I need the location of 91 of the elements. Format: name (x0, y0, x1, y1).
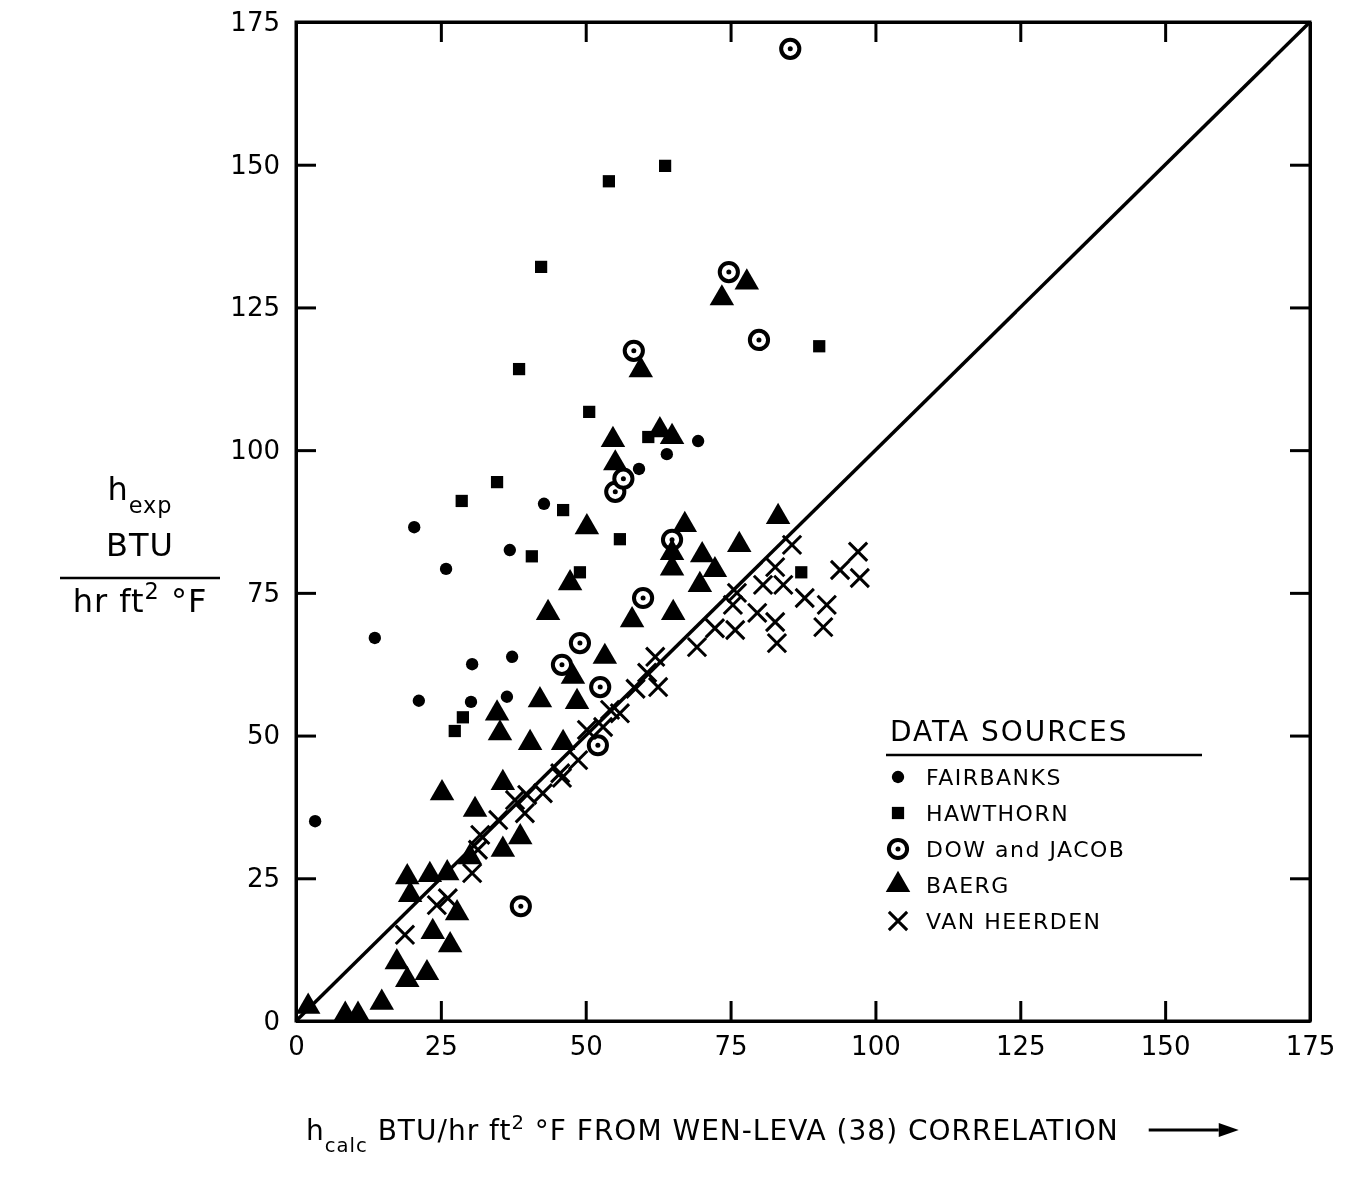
point (622, 339, 645, 362)
point (829, 559, 851, 581)
point (812, 616, 834, 638)
point (469, 824, 491, 846)
x-tick-label: 0 (288, 1031, 305, 1062)
point (847, 541, 869, 563)
point (722, 594, 744, 616)
point (644, 646, 666, 668)
x-tick-label: 100 (851, 1031, 901, 1062)
y-tick-label: 75 (246, 577, 280, 608)
point (525, 550, 538, 563)
point (568, 632, 592, 655)
point (636, 662, 658, 684)
y-tick-label: 25 (246, 863, 280, 894)
point (465, 658, 479, 671)
point (550, 653, 574, 676)
point (717, 260, 740, 284)
point (849, 567, 871, 589)
point (500, 690, 514, 703)
y-tick-label: 0 (263, 1005, 280, 1036)
point (612, 467, 635, 490)
point (503, 543, 516, 557)
point (455, 494, 468, 508)
legend-label: VAN HEERDEN (926, 909, 1102, 934)
point (779, 37, 802, 60)
y-tick-label: 175 (230, 6, 280, 37)
x-tick-label: 25 (424, 1031, 458, 1062)
point (448, 724, 461, 738)
point (556, 503, 570, 517)
point (490, 475, 504, 489)
legend-label: DOW and JACOB (926, 837, 1126, 862)
point (439, 562, 453, 576)
point (726, 582, 748, 604)
point (583, 405, 596, 419)
y-tick-label: 150 (230, 149, 280, 180)
point (691, 434, 705, 448)
point (609, 702, 631, 724)
y-tick-label: 100 (230, 434, 280, 465)
legend-label: HAWTHORN (926, 801, 1070, 826)
point (467, 839, 489, 861)
legend-label: FAIRBANKS (926, 765, 1062, 790)
point (567, 749, 589, 771)
point (487, 809, 509, 831)
point (509, 895, 532, 918)
point (781, 534, 803, 556)
point (589, 675, 612, 699)
legend-title: DATA SOURCES (890, 715, 1129, 748)
point (537, 497, 551, 510)
point (426, 894, 448, 916)
point (512, 362, 526, 376)
point (514, 802, 536, 824)
point (816, 594, 838, 616)
point (464, 695, 478, 709)
point (437, 887, 459, 909)
point (394, 924, 416, 946)
point (505, 650, 519, 663)
point (613, 533, 627, 546)
y-axis-title: h$_{exp}$ BTU hr ft$^{2}$ °F (72, 470, 208, 620)
x-tick-label: 125 (995, 1031, 1046, 1062)
point (534, 260, 548, 274)
point (658, 159, 672, 172)
x-tick-label: 175 (1285, 1031, 1336, 1062)
point (586, 734, 609, 757)
point (795, 566, 808, 579)
x-tick-label: 75 (714, 1031, 748, 1062)
point (602, 175, 616, 188)
legend-label: BAERG (926, 873, 1010, 898)
y-tick-label: 50 (246, 720, 280, 751)
x-tick-label: 50 (569, 1031, 603, 1062)
point (766, 632, 788, 654)
point (632, 462, 646, 476)
point (408, 521, 421, 534)
x-tick-label: 150 (1140, 1031, 1191, 1062)
point (573, 566, 587, 579)
point (660, 447, 674, 461)
point (461, 862, 483, 884)
point (764, 611, 786, 633)
point (764, 556, 786, 578)
point (456, 711, 469, 724)
x-axis-title: h$_{calc}$ BTU/hr ft$^{2}$ °F FROM WEN-LEVA (38) CORRELATION (306, 1110, 1119, 1157)
point (794, 587, 816, 609)
point (308, 815, 322, 828)
point (813, 340, 826, 353)
point (686, 636, 708, 658)
point (504, 789, 526, 811)
point (747, 328, 771, 352)
point (631, 586, 655, 610)
point (412, 694, 426, 707)
point (746, 602, 768, 624)
y-tick-label: 125 (230, 292, 280, 323)
point (368, 631, 381, 645)
